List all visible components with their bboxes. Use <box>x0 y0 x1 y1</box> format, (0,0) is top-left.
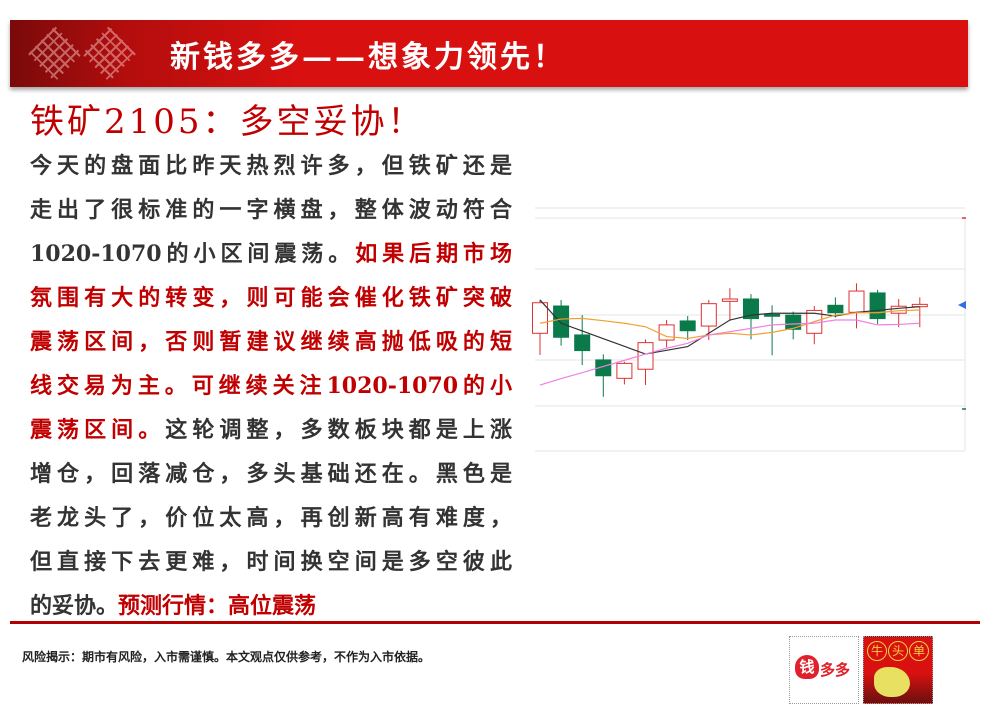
article-line: 但直接下去更难，时间换空间是多空彼此 <box>30 544 512 588</box>
article-body: 今天的盘面比昨天热烈许多，但铁矿还是 走出了很标准的一字横盘，整体波动符合 1020… <box>30 148 512 632</box>
candlestick-chart <box>532 207 966 452</box>
highlight-text: 预测行情：高位震荡 <box>118 593 317 619</box>
article-line: 增仓，回落减仓，多头基础还在。黑色是 <box>30 456 512 500</box>
candle-body <box>764 313 781 317</box>
decorative-pattern-icon <box>28 26 136 82</box>
body-text: 走出了很标准的一字横盘，整体波动符合 <box>30 197 512 223</box>
candle-body <box>616 362 633 379</box>
article-line: 走出了很标准的一字横盘，整体波动符合 <box>30 192 512 236</box>
body-text: 这轮调整，多数板块都是上涨 <box>165 417 512 443</box>
candle-body <box>721 298 738 302</box>
bull-icon <box>874 667 910 697</box>
body-text: 1020-1070的小区间震荡。 <box>30 241 356 267</box>
article-line: 今天的盘面比昨天热烈许多，但铁矿还是 <box>30 148 512 192</box>
body-text: 的妥协。 <box>30 593 119 619</box>
article-line: 震荡区间。这轮调整，多数板块都是上涨 <box>30 412 512 456</box>
article-line: 的妥协。预测行情：高位震荡 <box>30 588 512 632</box>
heart-icon: 钱 <box>795 655 819 679</box>
candle-body <box>574 334 591 352</box>
candle-body <box>658 324 675 341</box>
article-line: 1020-1070的小区间震荡。如果后期市场 <box>30 236 512 280</box>
qianduoduo-logo: 钱 多多 <box>789 636 859 704</box>
candle-body <box>890 305 907 314</box>
divider <box>10 621 980 624</box>
highlight-text: 氛围有大的转变，则可能会催化铁矿突破 <box>30 285 512 311</box>
body-text: 今天的盘面比昨天热烈许多，但铁矿还是 <box>30 153 512 179</box>
price-marker-icon <box>958 301 966 309</box>
article-line: 线交易为主。可继续关注1020-1070的小 <box>30 368 512 412</box>
candle-body <box>743 298 759 320</box>
highlight-text: 线交易为主。可继续关注1020-1070的小 <box>30 373 512 399</box>
article-line: 氛围有大的转变，则可能会催化铁矿突破 <box>30 280 512 324</box>
header-banner: 新钱多多——想象力领先！ <box>10 20 968 87</box>
candle-body <box>869 292 886 320</box>
highlight-text: 如果后期市场 <box>355 241 512 267</box>
body-text: 但直接下去更难，时间换空间是多空彼此 <box>30 549 512 575</box>
candle-body <box>785 314 802 330</box>
highlight-text: 震荡区间，否则暂建议继续高抛低吸的短 <box>30 329 512 355</box>
moving-average-line <box>539 309 920 340</box>
candle-body <box>848 290 865 313</box>
niutoudan-logo: 牛头单 <box>863 636 933 704</box>
banner-title: 新钱多多——想象力领先！ <box>170 40 566 75</box>
candle-body <box>827 304 844 314</box>
candle-body <box>700 303 717 327</box>
article-line: 老龙头了，价位太高，再创新高有难度， <box>30 500 512 544</box>
body-text: 增仓，回落减仓，多头基础还在。黑色是 <box>30 461 512 487</box>
candle-body <box>553 305 570 338</box>
article-line: 震荡区间，否则暂建议继续高抛低吸的短 <box>30 324 512 368</box>
article-heading: 铁矿2105：多空妥协！ <box>30 102 425 142</box>
risk-disclaimer: 风险揭示：期市有风险，入市需谨慎。本文观点仅供参考，不作为入市依据。 <box>22 650 431 664</box>
candle-body <box>595 359 612 377</box>
highlight-text: 震荡区间。 <box>30 417 166 443</box>
candle-body <box>532 302 548 334</box>
logos: 钱 多多 牛头单 <box>789 636 933 704</box>
candle-body <box>911 303 928 308</box>
moving-average-line <box>539 319 920 386</box>
body-text: 老龙头了，价位太高，再创新高有难度， <box>30 505 512 531</box>
candle-body <box>679 320 696 332</box>
